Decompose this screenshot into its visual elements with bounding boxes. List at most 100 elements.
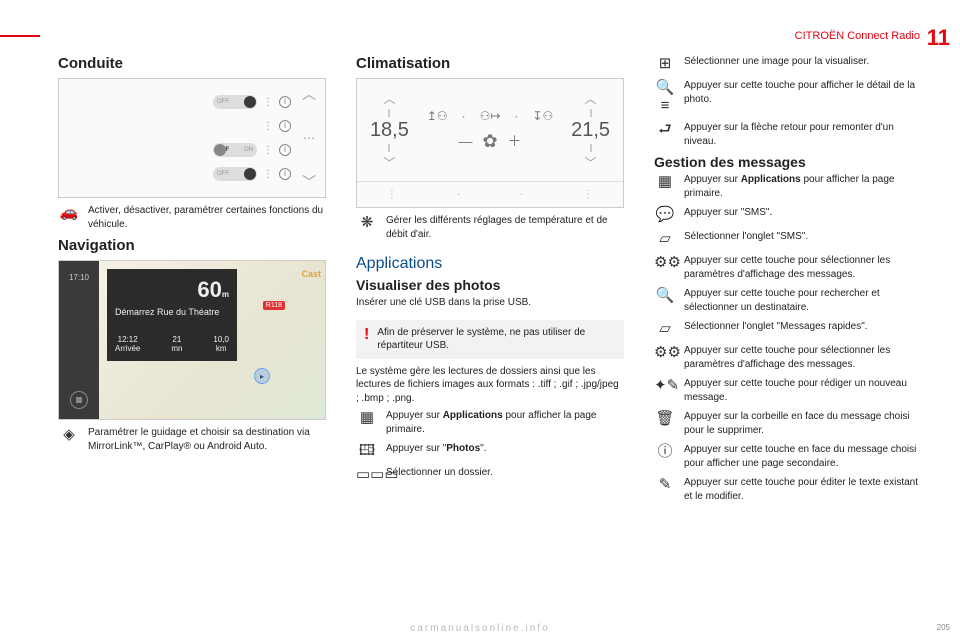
toggle-switch[interactable]: OFFON bbox=[213, 95, 257, 109]
heading-messages: Gestion des messages bbox=[654, 154, 922, 170]
msg-step-info: ⓘ Appuyer sur cette touche en face du me… bbox=[654, 443, 922, 470]
info-icon[interactable]: i bbox=[279, 120, 291, 132]
toggle-row: OFFON ⋮ i bbox=[65, 93, 291, 111]
nav-time: 17:10 bbox=[69, 273, 89, 282]
fan-minus-icon[interactable]: — bbox=[458, 133, 472, 149]
watermark: carmanualsonline.info bbox=[410, 623, 549, 634]
chevron-down-icon[interactable]: ﹀ bbox=[383, 154, 395, 171]
step-detail: 🔍≡ Appuyer sur cette touche pour affiche… bbox=[654, 79, 922, 115]
thumbnails-icon: ⊞ bbox=[654, 55, 676, 73]
msg-step-new: ✦✎ Appuyer sur cette touche pour rédiger… bbox=[654, 377, 922, 404]
cast-label: Cast bbox=[301, 269, 321, 279]
folder-row-icon: ▭▭▭ bbox=[356, 466, 378, 484]
chevron-down-icon[interactable]: ﹀ bbox=[302, 175, 316, 189]
exclamation-icon: ! bbox=[364, 326, 369, 353]
msg-step-tab: ▱ Sélectionner l'onglet "SMS". bbox=[654, 230, 922, 248]
photo-icon: 🖽 bbox=[356, 442, 378, 460]
menu-dots-icon[interactable]: ⋮ bbox=[263, 145, 273, 156]
toggle-row: OFFON ⋮ i bbox=[65, 165, 291, 183]
step-text: Appuyer sur la flèche retour pour remont… bbox=[684, 121, 922, 148]
step-photos: 🖽 Appuyer sur "Photos". bbox=[356, 442, 624, 460]
tab-icon: ▱ bbox=[654, 320, 676, 338]
clim-desc: ❋ Gérer les différents réglages de tempé… bbox=[356, 214, 624, 241]
step-text: Sélectionner une image pour la visualise… bbox=[684, 55, 922, 73]
warning-note: ! Afin de préserver le système, ne pas u… bbox=[356, 320, 624, 359]
toggle-switch[interactable]: OFFON bbox=[213, 167, 257, 181]
step-select-image: ⊞ Sélectionner une image pour la visuali… bbox=[654, 55, 922, 73]
msg-step-delete: 🗑 Appuyer sur la corbeille en face du me… bbox=[654, 410, 922, 437]
chevron-down-icon[interactable]: ﹀ bbox=[585, 154, 597, 171]
toggle-switch[interactable]: OFFON bbox=[213, 143, 257, 157]
back-arrow-icon: ⮐ bbox=[654, 121, 676, 148]
nav-address: Démarrez Rue du Théatre bbox=[115, 307, 229, 317]
step-text: Appuyer sur cette touche pour afficher l… bbox=[684, 79, 922, 115]
step-text: Appuyer sur cette touche pour sélectionn… bbox=[684, 344, 922, 371]
stop-icon[interactable] bbox=[70, 391, 88, 409]
nav-desc: ◈ Paramétrer le guidage et choisir sa de… bbox=[58, 426, 326, 453]
page-footer-number: 205 bbox=[937, 623, 950, 632]
menu-dots-icon[interactable]: ⋮ bbox=[263, 169, 273, 180]
step-text: Appuyer sur "Photos". bbox=[386, 442, 624, 460]
info-icon[interactable]: i bbox=[279, 96, 291, 108]
toggle-row: OFFON ⋮ i bbox=[65, 141, 291, 159]
heading-navigation: Navigation bbox=[58, 237, 326, 254]
info-icon[interactable]: i bbox=[279, 168, 291, 180]
heading-photos: Visualiser des photos bbox=[356, 277, 624, 293]
menu-dots-icon[interactable]: ⋮ bbox=[583, 189, 593, 200]
nav-map[interactable]: Cast 60m Démarrez Rue du Théatre 12:12Ar… bbox=[99, 261, 325, 419]
step-text: Appuyer sur "SMS". bbox=[684, 206, 922, 224]
location-icon bbox=[254, 368, 270, 384]
red-stripe bbox=[0, 35, 40, 37]
airflow-face-icon[interactable]: ⚇↦ bbox=[480, 109, 501, 123]
step-text: Appuyer sur cette touche pour éditer le … bbox=[684, 476, 922, 503]
nav-speed: 60m bbox=[115, 277, 229, 303]
navigation-panel: 17:10 Cast 60m Démarrez Rue du Théatre 1… bbox=[58, 260, 326, 420]
menu-dots-icon[interactable]: ⋮ bbox=[387, 189, 397, 200]
nav-sidebar: 17:10 bbox=[59, 261, 99, 419]
section-title: CITROËN Connect Radio bbox=[795, 30, 920, 42]
msg-step-edit: ✎ Appuyer sur cette touche pour éditer l… bbox=[654, 476, 922, 503]
msg-step-search: 🔍 Appuyer sur cette touche pour recherch… bbox=[654, 287, 922, 314]
clim-main: ︿ 18,5 ﹀ ↥⚇ · ⚇↦ · ↧⚇ — bbox=[357, 79, 623, 181]
temp-left: ︿ 18,5 ﹀ bbox=[370, 90, 409, 171]
clim-mid: ↥⚇ · ⚇↦ · ↧⚇ — ✿ ＋ bbox=[427, 109, 553, 152]
conduite-desc: 🚗 Activer, désactiver, paramétrer certai… bbox=[58, 204, 326, 231]
msg-step-sms: 💬 Appuyer sur "SMS". bbox=[654, 206, 922, 224]
msg-step-settings2: ⚙⚙ Appuyer sur cette touche pour sélecti… bbox=[654, 344, 922, 371]
airflow-down-icon[interactable]: ↧⚇ bbox=[532, 109, 553, 123]
fan-plus-icon[interactable]: ＋ bbox=[508, 131, 522, 151]
chevron-up-icon[interactable]: ︿ bbox=[302, 87, 316, 101]
conduite-panel: OFFON ⋮ i ⋮ i OFFON ⋮ i OFFON ⋮ i bbox=[58, 78, 326, 198]
nav-card: 60m Démarrez Rue du Théatre 12:12Arrivée… bbox=[107, 269, 237, 361]
column-1: Conduite OFFON ⋮ i ⋮ i OFFON ⋮ i O bbox=[58, 55, 326, 615]
step-text: Appuyer sur la corbeille en face du mess… bbox=[684, 410, 922, 437]
step-text: Appuyer sur cette touche pour rechercher… bbox=[684, 287, 922, 314]
heading-applications: Applications bbox=[356, 255, 624, 273]
msg-step-apps: ▦ Appuyer sur Applications pour afficher… bbox=[654, 173, 922, 200]
clim-text: Gérer les différents réglages de tempéra… bbox=[386, 214, 624, 241]
clim-footer: ⋮··⋮ bbox=[357, 181, 623, 207]
chevron-up-icon[interactable]: ︿ bbox=[383, 90, 395, 107]
photos-formats: Le système gère les lectures de dossiers… bbox=[356, 365, 624, 406]
compose-icon: ✦✎ bbox=[654, 377, 676, 404]
menu-dots-icon[interactable]: ⋮ bbox=[263, 97, 273, 108]
airflow-up-icon[interactable]: ↥⚇ bbox=[427, 109, 448, 123]
info-icon[interactable]: i bbox=[279, 144, 291, 156]
fan-icon: ❋ bbox=[356, 214, 378, 241]
double-gear-icon: ⚙⚙ bbox=[654, 344, 676, 371]
step-text: Appuyer sur cette touche en face du mess… bbox=[684, 443, 922, 470]
grid-icon: ▦ bbox=[654, 173, 676, 200]
fan-icon: ✿ bbox=[482, 131, 497, 152]
conduite-text: Activer, désactiver, paramétrer certaine… bbox=[88, 204, 326, 231]
step-text: Appuyer sur Applications pour afficher l… bbox=[386, 409, 624, 436]
msg-step-settings: ⚙⚙ Appuyer sur cette touche pour sélecti… bbox=[654, 254, 922, 281]
info-icon: ⓘ bbox=[654, 443, 676, 470]
toggle-row: ⋮ i bbox=[65, 117, 291, 135]
compass-icon: ◈ bbox=[58, 426, 80, 453]
more-icon: ⋯ bbox=[303, 131, 315, 145]
heading-climatisation: Climatisation bbox=[356, 55, 624, 72]
step-back: ⮐ Appuyer sur la flèche retour pour remo… bbox=[654, 121, 922, 148]
menu-dots-icon[interactable]: ⋮ bbox=[263, 121, 273, 132]
chevron-up-icon[interactable]: ︿ bbox=[585, 90, 597, 107]
msg-step-quick: ▱ Sélectionner l'onglet "Messages rapide… bbox=[654, 320, 922, 338]
